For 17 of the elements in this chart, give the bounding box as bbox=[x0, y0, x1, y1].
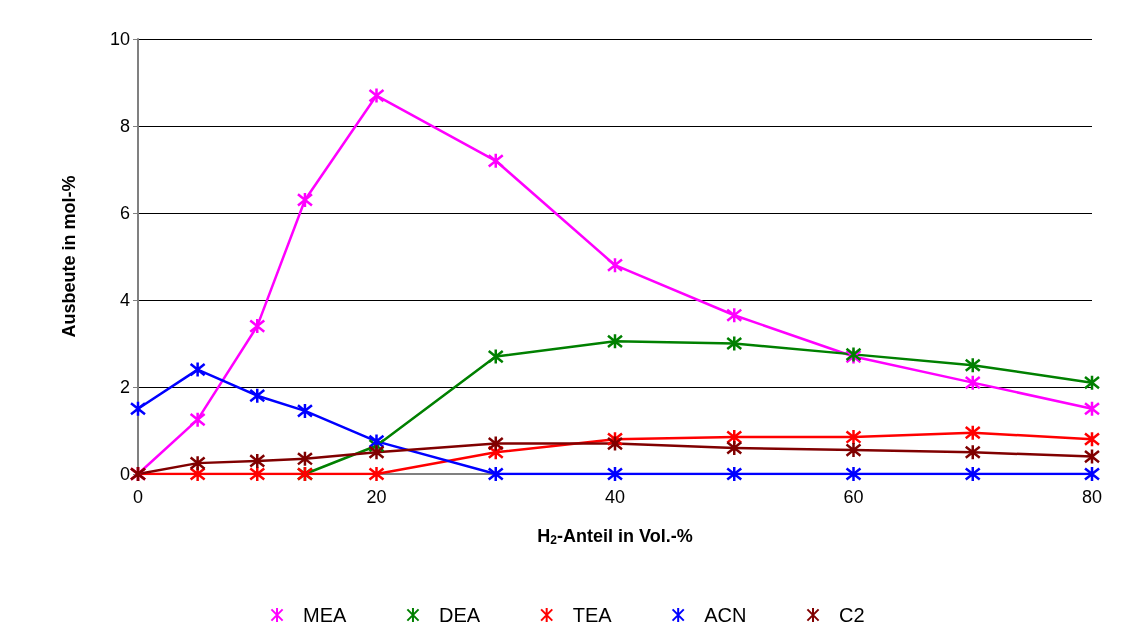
legend-label: TEA bbox=[572, 604, 613, 626]
y-tick-label: 0 bbox=[119, 464, 130, 484]
x-tick-label: 0 bbox=[132, 487, 144, 507]
x-tick-label: 80 bbox=[1081, 487, 1103, 507]
legend-label: DEA bbox=[438, 604, 481, 626]
y-tick-label: 10 bbox=[109, 29, 130, 49]
legend-label: ACN bbox=[704, 604, 747, 626]
x-tick-label: 20 bbox=[366, 487, 387, 507]
legend-label: MEA bbox=[303, 604, 348, 626]
x-tick-label: 40 bbox=[604, 487, 626, 507]
y-tick-label: 4 bbox=[119, 290, 130, 310]
legend-label: C2 bbox=[839, 604, 865, 626]
y-tick-label: 2 bbox=[119, 377, 130, 397]
y-tick-label: 6 bbox=[119, 203, 130, 223]
y-axis-title: Ausbeute in mol-% bbox=[59, 175, 79, 338]
x-tick-label: 60 bbox=[843, 487, 864, 507]
y-tick-label: 8 bbox=[119, 116, 130, 136]
